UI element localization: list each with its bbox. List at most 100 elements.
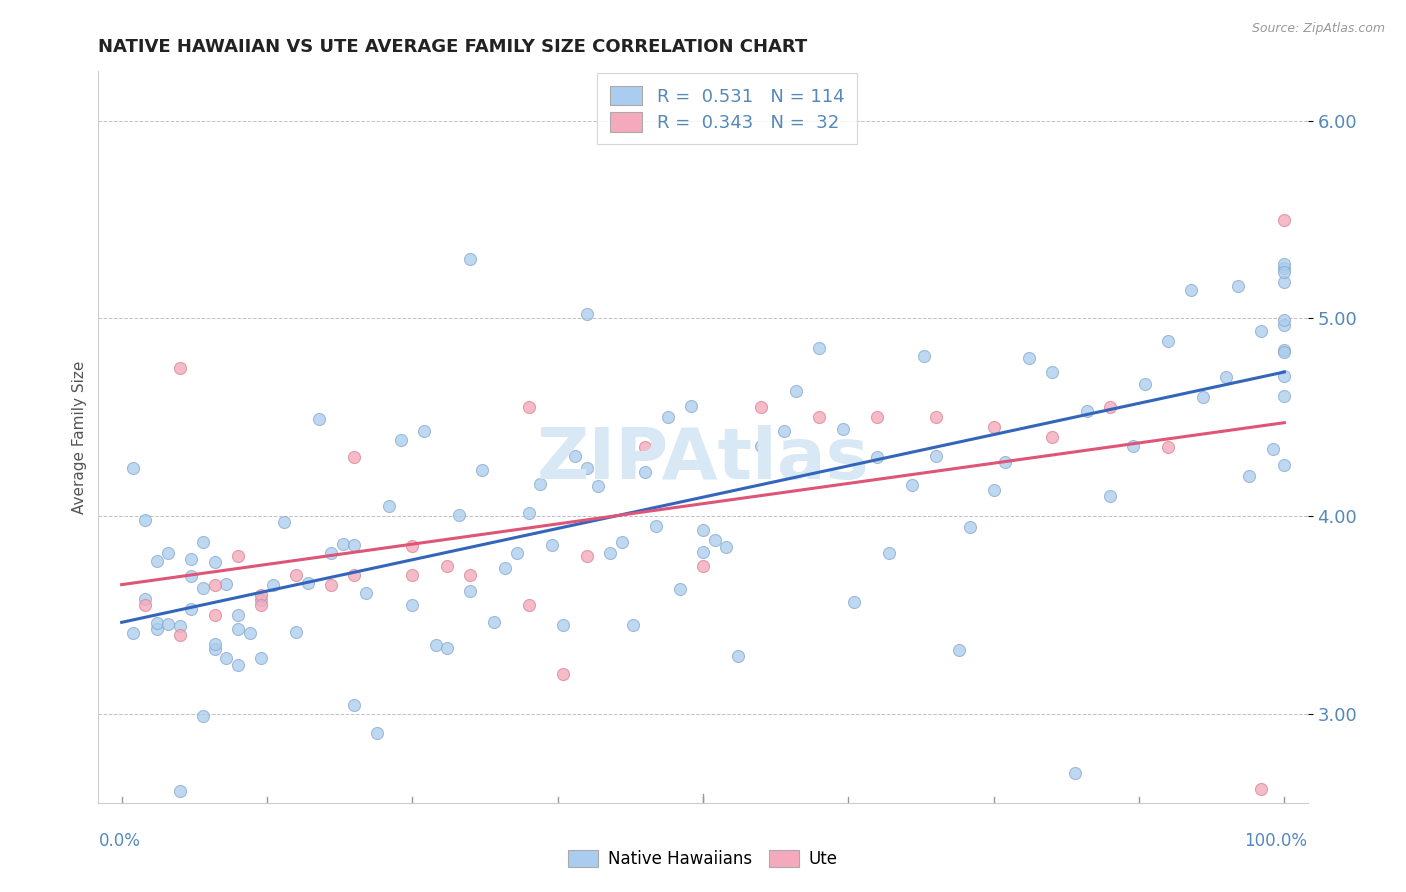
Point [401,539,423,553]
Point [1272,368,1295,383]
Point [1215,370,1237,384]
Point [343,450,366,464]
Point [692,523,714,537]
Point [389,434,412,448]
Point [250,598,273,612]
Point [343,698,366,713]
Point [808,341,831,355]
Point [180,602,202,616]
Point [692,558,714,573]
Point [1040,365,1063,379]
Point [460,568,482,582]
Point [332,536,354,550]
Point [808,410,831,425]
Point [169,360,191,375]
Point [134,598,156,612]
Point [1272,257,1295,271]
Point [575,461,598,475]
Point [366,726,388,740]
Text: 100.0%: 100.0% [1244,832,1308,850]
Point [204,554,226,568]
Point [877,546,900,560]
Point [844,594,866,608]
Point [308,411,330,425]
Point [831,421,853,435]
Point [749,401,772,415]
Text: 0.0%: 0.0% [98,832,141,850]
Point [983,420,1005,434]
Legend: Native Hawaiians, Ute: Native Hawaiians, Ute [561,843,845,875]
Point [262,578,284,592]
Point [1192,390,1215,404]
Point [425,638,447,652]
Point [447,508,470,522]
Point [1226,278,1249,293]
Point [575,549,598,563]
Point [460,252,482,267]
Point [1239,469,1261,483]
Point [564,450,586,464]
Point [588,478,610,492]
Point [634,440,657,454]
Point [1272,275,1295,289]
Point [1272,343,1295,358]
Point [1272,212,1295,227]
Point [749,439,772,453]
Point [191,581,214,595]
Point [482,615,505,630]
Point [204,578,226,592]
Point [901,477,924,491]
Text: NATIVE HAWAIIAN VS UTE AVERAGE FAMILY SIZE CORRELATION CHART: NATIVE HAWAIIAN VS UTE AVERAGE FAMILY SI… [98,38,807,56]
Point [1133,376,1156,391]
Point [204,642,226,657]
Point [354,586,377,600]
Point [924,410,946,425]
Point [191,709,214,723]
Point [621,618,644,632]
Point [785,384,807,399]
Point [1250,324,1272,338]
Point [1098,401,1121,415]
Point [529,477,551,491]
Point [692,545,714,559]
Point [215,651,238,665]
Point [169,628,191,642]
Point [157,546,180,560]
Point [575,307,598,321]
Point [436,640,458,655]
Point [1180,283,1202,297]
Point [1098,489,1121,503]
Point [204,637,226,651]
Point [1272,344,1295,359]
Point [319,578,342,592]
Point [959,520,981,534]
Point [401,599,423,613]
Point [773,425,796,439]
Point [180,569,202,583]
Point [1040,430,1063,444]
Point [994,454,1017,468]
Point [157,616,180,631]
Point [378,499,401,513]
Point [1157,440,1180,454]
Point [169,784,191,798]
Point [716,541,738,555]
Point [471,463,494,477]
Point [239,626,262,640]
Point [1272,389,1295,403]
Point [517,598,540,612]
Point [226,658,249,673]
Point [924,450,946,464]
Point [215,577,238,591]
Point [1018,351,1040,365]
Point [145,623,167,637]
Point [285,625,308,640]
Point [226,622,249,636]
Point [1272,260,1295,275]
Point [343,538,366,552]
Point [517,401,540,415]
Point [645,519,668,533]
Point [1272,458,1295,472]
Point [191,535,214,549]
Point [1261,442,1284,457]
